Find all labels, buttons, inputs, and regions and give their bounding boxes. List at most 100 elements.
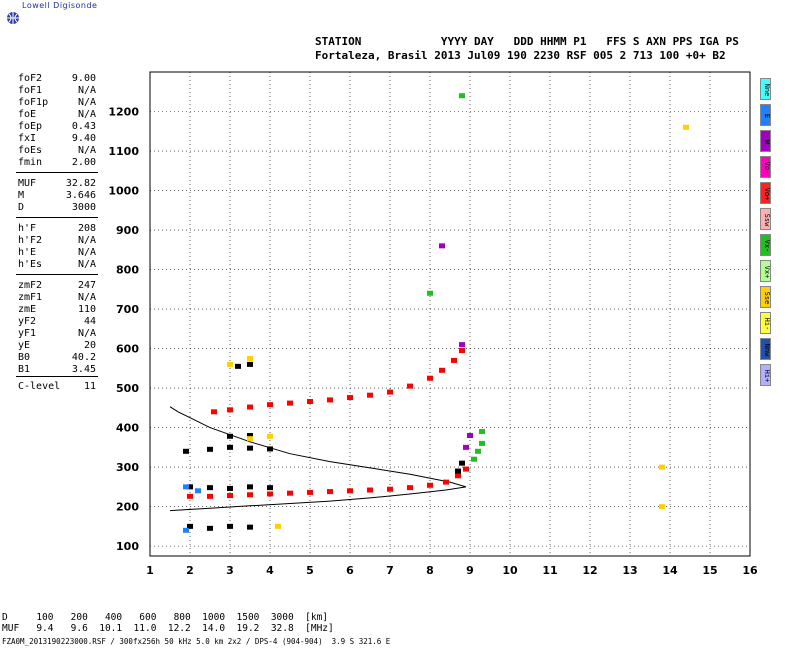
logo-title: Lowell Digisonde <box>22 1 98 10</box>
echo-point <box>207 485 213 491</box>
param-value: 3.45 <box>71 364 96 375</box>
footer-distance-row: D 100 200 400 600 800 1000 1500 3000 [km… <box>2 612 329 623</box>
param-name: B0 <box>18 352 31 363</box>
y-tick-label: 100 <box>116 540 139 553</box>
echo-point <box>187 493 193 499</box>
y-tick-label: 1200 <box>108 106 139 119</box>
echo-point <box>247 436 253 442</box>
echo-point <box>247 492 253 498</box>
echo-point <box>471 456 477 462</box>
param-row: h'F2 N/A <box>18 235 96 246</box>
echo-point <box>475 448 481 454</box>
echo-point <box>659 464 665 470</box>
echo-point <box>227 407 233 413</box>
echo-point <box>183 484 189 490</box>
digisonde-logo-icon <box>6 10 20 24</box>
legend-label: Nne <box>763 83 771 97</box>
param-name: B1 <box>18 364 31 375</box>
echo-point <box>247 524 253 530</box>
x-tick-label: 16 <box>742 564 758 577</box>
param-row: B1 3.45 <box>18 364 96 375</box>
x-tick-label: 7 <box>386 564 394 577</box>
echo-point <box>367 487 373 493</box>
param-row: D 3000 <box>18 202 96 213</box>
param-row: h'Es N/A <box>18 259 96 270</box>
param-value: 44 <box>83 316 96 327</box>
x-tick-label: 2 <box>186 564 194 577</box>
param-name: zmE <box>18 304 37 315</box>
echo-point <box>247 445 253 451</box>
electron-density-profile-line <box>169 406 467 512</box>
echo-point <box>455 473 461 479</box>
echo-point <box>207 493 213 499</box>
y-tick-label: 700 <box>116 303 139 316</box>
legend-item: Hi+ <box>760 364 771 386</box>
legend-label: Nnw <box>763 343 771 357</box>
param-name: foEs <box>18 145 43 156</box>
param-row: foEs N/A <box>18 145 96 156</box>
echo-point <box>455 468 461 474</box>
param-name: zmF2 <box>18 280 43 291</box>
echo-point <box>327 489 333 495</box>
param-value: N/A <box>77 259 96 270</box>
param-value: N/A <box>77 328 96 339</box>
echo-point <box>247 361 253 367</box>
param-value: 9.00 <box>71 73 96 84</box>
echo-point <box>227 433 233 439</box>
x-tick-label: 3 <box>226 564 234 577</box>
y-tick-label: 400 <box>116 422 139 435</box>
legend-label: Vo+ <box>763 187 771 201</box>
param-row: C-level 11 <box>18 381 96 392</box>
param-name: foF2 <box>18 73 43 84</box>
legend-item: Sse <box>760 286 771 308</box>
y-tick-label: 600 <box>116 343 139 356</box>
param-row: foF1 N/A <box>18 85 96 96</box>
echo-point <box>267 446 273 452</box>
legend-label: Vo- <box>763 161 771 175</box>
echo-point <box>463 466 469 472</box>
echo-point <box>211 409 217 415</box>
echo-point <box>459 460 465 466</box>
echo-point <box>683 124 689 130</box>
param-value: N/A <box>77 247 96 258</box>
param-name: h'E <box>18 247 37 258</box>
param-value: 40.2 <box>71 352 96 363</box>
echo-point <box>183 527 189 533</box>
echo-point <box>287 490 293 496</box>
legend-item: Ssw <box>760 208 771 230</box>
param-separator <box>16 217 98 218</box>
footer-filename: FZA0M_2013190223000.RSF / 300fx256h 50 k… <box>2 637 391 646</box>
x-tick-label: 6 <box>346 564 354 577</box>
legend-item: Hi- <box>760 312 771 334</box>
param-name: zmF1 <box>18 292 43 303</box>
legend-item: Nnw <box>760 338 771 360</box>
param-row: fxI 9.40 <box>18 133 96 144</box>
x-tick-label: 13 <box>622 564 637 577</box>
param-row: foF1p N/A <box>18 97 96 108</box>
echo-point <box>443 479 449 485</box>
param-row: h'F 208 <box>18 223 96 234</box>
param-name: foF1p <box>18 97 49 108</box>
x-tick-label: 11 <box>542 564 557 577</box>
legend-label: W <box>763 139 771 145</box>
echo-point <box>227 444 233 450</box>
echo-point <box>227 493 233 499</box>
y-tick-label: 800 <box>116 264 139 277</box>
echo-point <box>235 363 241 369</box>
x-tick-label: 12 <box>582 564 597 577</box>
param-value: 247 <box>77 280 96 291</box>
param-name: D <box>18 202 25 213</box>
param-value: 32.82 <box>65 178 96 189</box>
param-row: fmin 2.00 <box>18 157 96 168</box>
y-tick-label: 300 <box>116 461 139 474</box>
echo-point <box>195 488 201 494</box>
echo-point <box>187 523 193 529</box>
echo-point <box>247 355 253 361</box>
echo-point <box>467 432 473 438</box>
param-value: 3000 <box>71 202 96 213</box>
y-tick-label: 900 <box>116 224 139 237</box>
y-tick-label: 1000 <box>108 185 139 198</box>
echo-point <box>387 389 393 395</box>
param-name: foE <box>18 109 37 120</box>
param-name: h'Es <box>18 259 43 270</box>
